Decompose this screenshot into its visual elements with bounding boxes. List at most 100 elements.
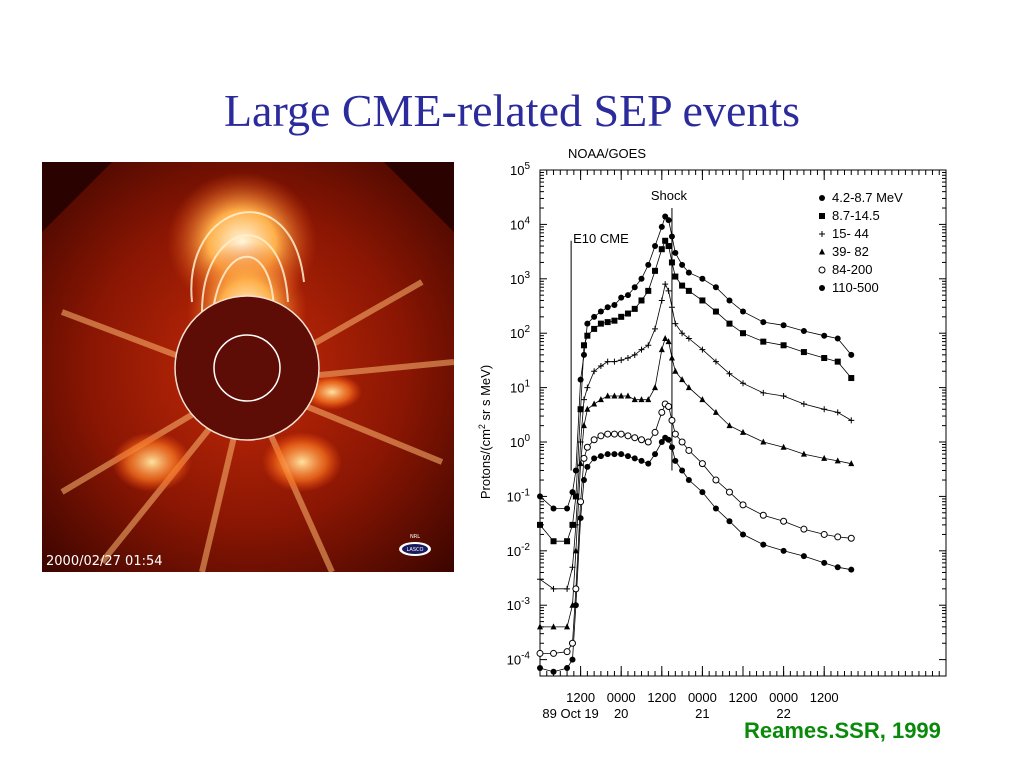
data-point [672, 273, 679, 280]
data-point [726, 370, 733, 377]
data-point [740, 531, 746, 538]
data-point [834, 564, 841, 571]
data-point [780, 547, 787, 554]
data-point [679, 261, 686, 268]
data-point [618, 357, 625, 364]
data-point [834, 358, 841, 365]
data-point [821, 559, 828, 566]
data-point [834, 533, 842, 541]
data-point [631, 284, 638, 291]
data-point [624, 355, 631, 362]
y-tick-exponent: 2 [524, 324, 530, 335]
data-point [672, 367, 679, 374]
data-point [740, 308, 746, 315]
data-point [712, 408, 719, 415]
x-tick-sublabel: 20 [614, 706, 628, 721]
legend-label: 84-200 [832, 262, 872, 277]
data-point [569, 656, 576, 663]
y-tick-base: 10 [510, 272, 524, 287]
legend-label: 39- 82 [832, 244, 869, 259]
data-point [597, 320, 604, 327]
y-tick-exponent: 5 [524, 161, 530, 172]
data-point [780, 443, 787, 450]
data-point [536, 649, 544, 657]
data-point [848, 460, 855, 467]
y-tick-exponent: 1 [524, 379, 530, 390]
data-point [668, 304, 675, 311]
data-point [604, 319, 611, 326]
y-tick-label: 10-4 [507, 651, 531, 668]
y-tick-exponent: 3 [524, 270, 530, 281]
data-point [591, 325, 598, 332]
data-point [624, 453, 631, 460]
data-point [611, 451, 618, 458]
data-point [668, 444, 675, 451]
legend-marker [819, 231, 825, 237]
data-point [577, 515, 584, 522]
data-point [658, 297, 665, 304]
data-point [740, 380, 746, 387]
data-point [685, 287, 692, 294]
ylabel-part-1: Protons/(cm [478, 429, 493, 499]
chart-legend: 4.2-8.7 MeV 8.7-14.5 15- 44 39- 82 84-200 110… [818, 190, 903, 295]
y-tick-label: 10-2 [507, 542, 531, 559]
data-point [564, 505, 571, 512]
data-point [645, 460, 652, 467]
data-point [638, 346, 645, 353]
image-timestamp: 2000/02/27 01:54 [46, 554, 163, 569]
data-point [645, 287, 652, 294]
y-tick-label: 10-3 [507, 596, 531, 613]
data-point [618, 313, 625, 320]
data-point [760, 338, 767, 345]
x-tick-label: 0000 [607, 690, 636, 705]
y-tick-base: 10 [507, 598, 521, 613]
data-point [679, 330, 686, 337]
data-point [685, 384, 692, 391]
data-point [800, 450, 807, 457]
data-point [550, 505, 557, 512]
data-point [638, 436, 645, 444]
data-point [685, 477, 692, 484]
data-point [583, 443, 591, 451]
data-point [672, 457, 679, 464]
y-tick-base: 10 [510, 326, 524, 341]
data-point [537, 576, 543, 583]
data-point [821, 406, 828, 413]
y-tick-exponent: 4 [524, 215, 530, 226]
plot-frame [539, 169, 947, 677]
data-point [712, 505, 719, 512]
data-point [645, 396, 652, 403]
coronagraph-image: 2000/02/27 01:54 NRL LASCO [42, 162, 454, 572]
logo-text: LASCO [407, 547, 424, 553]
data-point [572, 493, 579, 500]
y-tick-label: 102 [510, 324, 530, 341]
y-axis-label: Protons/(cm2 sr s MeV) [477, 365, 493, 499]
data-point [572, 467, 579, 474]
data-point [610, 430, 618, 438]
data-point [662, 334, 669, 341]
data-point [678, 438, 686, 446]
data-point [800, 553, 807, 560]
data-point [597, 362, 604, 369]
data-point [577, 376, 584, 383]
data-point [572, 521, 579, 528]
slide-title: Large CME-related SEP events [223, 85, 801, 136]
y-tick-label: 105 [510, 161, 530, 178]
data-point [563, 648, 571, 656]
y-tick-exponent: -3 [521, 596, 530, 607]
x-tick-label: 1200 [566, 690, 595, 705]
data-point [611, 358, 618, 365]
data-point [591, 400, 598, 407]
legend-label: 110-500 [832, 280, 879, 295]
data-point [597, 396, 604, 403]
data-point [631, 455, 638, 462]
legend-marker [819, 195, 825, 201]
data-point [624, 292, 631, 299]
series-line-3 [540, 337, 852, 628]
data-point [679, 282, 686, 289]
data-point [699, 346, 706, 353]
lasco-logo-icon: NRL LASCO [399, 534, 431, 556]
data-point [572, 547, 579, 554]
data-point [665, 243, 672, 250]
